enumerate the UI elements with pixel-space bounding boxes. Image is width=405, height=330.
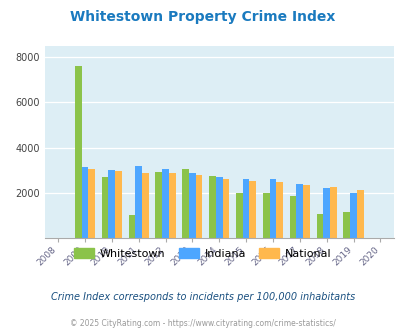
Bar: [115, 171, 122, 238]
Bar: [242, 179, 249, 238]
Bar: [128, 215, 135, 238]
Bar: [142, 174, 148, 238]
Bar: [269, 179, 276, 238]
Bar: [189, 174, 195, 238]
Legend: Whitestown, Indiana, National: Whitestown, Indiana, National: [70, 244, 335, 263]
Bar: [249, 181, 256, 238]
Bar: [108, 170, 115, 238]
Bar: [155, 172, 162, 238]
Text: © 2025 CityRating.com - https://www.cityrating.com/crime-statistics/: © 2025 CityRating.com - https://www.city…: [70, 319, 335, 328]
Bar: [296, 183, 303, 238]
Text: Whitestown Property Crime Index: Whitestown Property Crime Index: [70, 10, 335, 24]
Bar: [350, 193, 356, 238]
Bar: [88, 169, 95, 238]
Bar: [168, 174, 175, 238]
Bar: [356, 190, 363, 238]
Bar: [262, 193, 269, 238]
Bar: [102, 177, 108, 238]
Bar: [289, 196, 296, 238]
Text: Crime Index corresponds to incidents per 100,000 inhabitants: Crime Index corresponds to incidents per…: [51, 292, 354, 302]
Bar: [222, 179, 229, 238]
Bar: [182, 169, 189, 238]
Bar: [329, 187, 336, 238]
Bar: [75, 66, 81, 238]
Bar: [303, 185, 309, 238]
Bar: [135, 166, 142, 238]
Bar: [343, 212, 350, 238]
Bar: [195, 175, 202, 238]
Bar: [209, 176, 215, 238]
Bar: [162, 169, 168, 238]
Bar: [215, 177, 222, 238]
Bar: [81, 167, 88, 238]
Bar: [235, 193, 242, 238]
Bar: [276, 182, 282, 238]
Bar: [316, 214, 322, 238]
Bar: [322, 188, 329, 238]
